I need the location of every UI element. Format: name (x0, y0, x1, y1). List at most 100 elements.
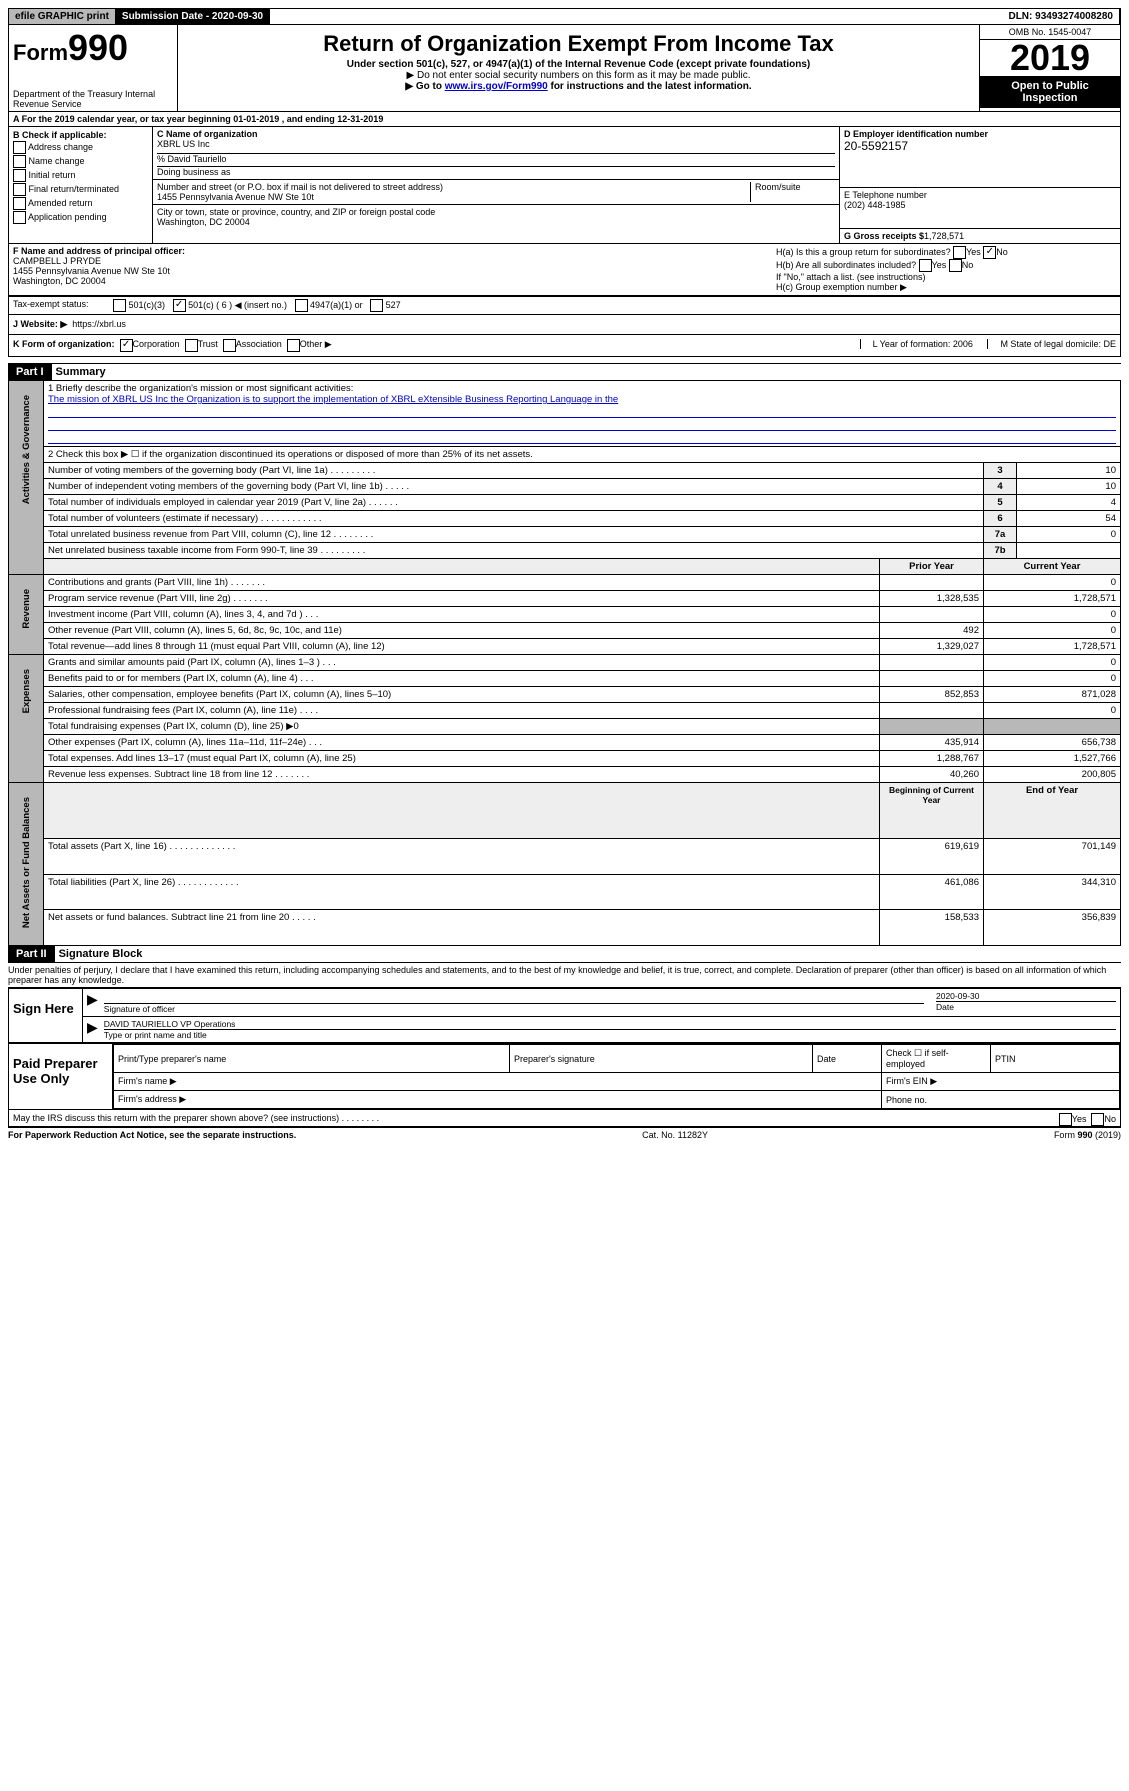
row11-text: Other revenue (Part VIII, column (A), li… (44, 623, 880, 639)
officer-addr2: Washington, DC 20004 (13, 276, 776, 286)
form-number: 990 (68, 27, 128, 68)
row10-text: Investment income (Part VIII, column (A)… (44, 607, 880, 623)
q2-text: 2 Check this box ▶ ☐ if the organization… (44, 447, 1121, 463)
city-label: City or town, state or province, country… (157, 207, 835, 217)
cb-trust[interactable] (185, 339, 198, 352)
discuss-yes[interactable] (1059, 1113, 1072, 1126)
k-row: K Form of organization: ✓ Corporation Tr… (8, 335, 1121, 357)
part1-title: Summary (52, 364, 110, 380)
row14-text: Benefits paid to or for members (Part IX… (44, 671, 880, 687)
l-year: L Year of formation: 2006 (860, 339, 985, 349)
row3-val: 10 (1017, 463, 1121, 479)
irs-link[interactable]: www.irs.gov/Form990 (445, 81, 548, 92)
section-netassets: Net Assets or Fund Balances (9, 783, 44, 946)
hb-no[interactable] (949, 259, 962, 272)
mission-text: The mission of XBRL US Inc the Organizat… (48, 394, 1116, 405)
cb-amended[interactable]: Amended return (13, 197, 148, 210)
prep-col-date: Date (813, 1045, 882, 1073)
col-c: C Name of organization XBRL US Inc % Dav… (153, 127, 839, 243)
row22-text: Net assets or fund balances. Subtract li… (44, 910, 880, 946)
signature-block: Sign Here ▶ Signature of officer 2020-09… (8, 987, 1121, 1043)
street-address: 1455 Pennsylvania Avenue NW Ste 10t (157, 192, 750, 202)
row13-text: Grants and similar amounts paid (Part IX… (44, 655, 880, 671)
website-url: https://xbrl.us (72, 319, 126, 330)
cb-527[interactable] (370, 299, 383, 312)
website-row: J Website: ▶ https://xbrl.us (8, 315, 1121, 335)
gross-value: 1,728,571 (924, 231, 964, 241)
cb-4947[interactable] (295, 299, 308, 312)
cb-addr-change[interactable]: Address change (13, 141, 148, 154)
hc-row: H(c) Group exemption number ▶ (776, 282, 1116, 293)
col-d: D Employer identification number 20-5592… (839, 127, 1120, 243)
sign-here-label: Sign Here (9, 989, 83, 1042)
info-grid: B Check if applicable: Address change Na… (8, 127, 1121, 244)
gross-label: G Gross receipts $ (844, 231, 924, 241)
form-subtitle: Under section 501(c), 527, or 4947(a)(1)… (182, 59, 975, 70)
row19-text: Revenue less expenses. Subtract line 18 … (44, 767, 880, 783)
tax-status-label: Tax-exempt status: (13, 299, 113, 312)
part2-title: Signature Block (55, 946, 147, 962)
top-bar: efile GRAPHIC print Submission Date - 20… (8, 8, 1121, 25)
cb-app-pending[interactable]: Application pending (13, 211, 148, 224)
firm-name: Firm's name ▶ (114, 1073, 882, 1091)
ha-no[interactable]: ✓ (983, 246, 996, 259)
part1-header: Part I Summary (8, 363, 1121, 380)
discuss-no[interactable] (1091, 1113, 1104, 1126)
sign-date: 2020-09-30 (936, 991, 1116, 1002)
colb-header: B Check if applicable: (13, 130, 148, 140)
tax-status-row: Tax-exempt status: 501(c)(3) ✓ 501(c) ( … (8, 296, 1121, 315)
org-name: XBRL US Inc (157, 139, 835, 149)
cb-501c[interactable]: ✓ (173, 299, 186, 312)
ha-yes[interactable] (953, 246, 966, 259)
end-year-hdr: End of Year (984, 783, 1121, 839)
k-label: K Form of organization: (13, 339, 115, 352)
addr-label: Number and street (or P.O. box if mail i… (157, 182, 750, 192)
preparer-block: Paid Preparer Use Only Print/Type prepar… (8, 1043, 1121, 1110)
firm-phone: Phone no. (882, 1091, 1120, 1109)
row7a-text: Total unrelated business revenue from Pa… (44, 527, 984, 543)
section-expenses: Expenses (9, 655, 44, 783)
dln: DLN: 93493274008280 (1002, 9, 1120, 24)
current-year-hdr: Current Year (984, 559, 1121, 575)
cb-assoc[interactable] (223, 339, 236, 352)
dba-label: Doing business as (157, 167, 835, 177)
section-governance: Activities & Governance (9, 381, 44, 575)
efile-link[interactable]: efile GRAPHIC print (9, 9, 116, 24)
row21-text: Total liabilities (Part X, line 26) . . … (44, 874, 880, 910)
header-right: OMB No. 1545-0047 2019 Open to Public In… (979, 25, 1120, 111)
prep-col-ptin: PTIN (991, 1045, 1120, 1073)
part2-badge: Part II (8, 946, 55, 962)
footer-form: Form 990 (2019) (1054, 1130, 1121, 1140)
date-label: Date (936, 1002, 1116, 1012)
dept: Department of the Treasury Internal Reve… (13, 89, 173, 109)
phone-value: (202) 448-1985 (844, 200, 1116, 210)
cb-other[interactable] (287, 339, 300, 352)
row6-text: Total number of volunteers (estimate if … (44, 511, 984, 527)
summary-table: Activities & Governance 1 Briefly descri… (8, 380, 1121, 946)
cb-corp[interactable]: ✓ (120, 339, 133, 352)
row3-num: 3 (984, 463, 1017, 479)
cb-final[interactable]: Final return/terminated (13, 183, 148, 196)
footer: For Paperwork Reduction Act Notice, see … (8, 1127, 1121, 1140)
hb-yes[interactable] (919, 259, 932, 272)
prep-col-sig: Preparer's signature (509, 1045, 812, 1073)
arrow-icon: ▶ (87, 991, 98, 1014)
row16a-text: Professional fundraising fees (Part IX, … (44, 703, 880, 719)
q1-label: 1 Briefly describe the organization's mi… (48, 383, 1116, 394)
row3-text: Number of voting members of the governin… (44, 463, 984, 479)
discuss-row: May the IRS discuss this return with the… (8, 1110, 1121, 1127)
j-label: J Website: ▶ (13, 319, 67, 330)
note-goto: ▶ Go to www.irs.gov/Form990 for instruct… (182, 81, 975, 92)
row15-text: Salaries, other compensation, employee b… (44, 687, 880, 703)
room-label: Room/suite (750, 182, 835, 202)
typed-name: DAVID TAURIELLO VP Operations (104, 1019, 1116, 1030)
cb-initial[interactable]: Initial return (13, 169, 148, 182)
cb-501c3[interactable] (113, 299, 126, 312)
officer-h-row: F Name and address of principal officer:… (8, 244, 1121, 296)
open-public-badge: Open to Public Inspection (980, 76, 1120, 108)
note-ssn: ▶ Do not enter social security numbers o… (182, 70, 975, 81)
c-name-label: C Name of organization (157, 129, 835, 139)
ein-value: 20-5592157 (844, 139, 1116, 153)
cb-name-change[interactable]: Name change (13, 155, 148, 168)
care-of: % David Tauriello (157, 154, 835, 164)
